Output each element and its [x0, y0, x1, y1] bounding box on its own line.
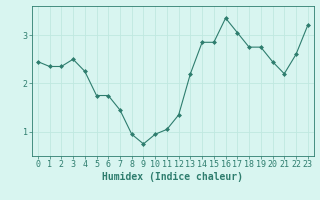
X-axis label: Humidex (Indice chaleur): Humidex (Indice chaleur)	[102, 172, 243, 182]
